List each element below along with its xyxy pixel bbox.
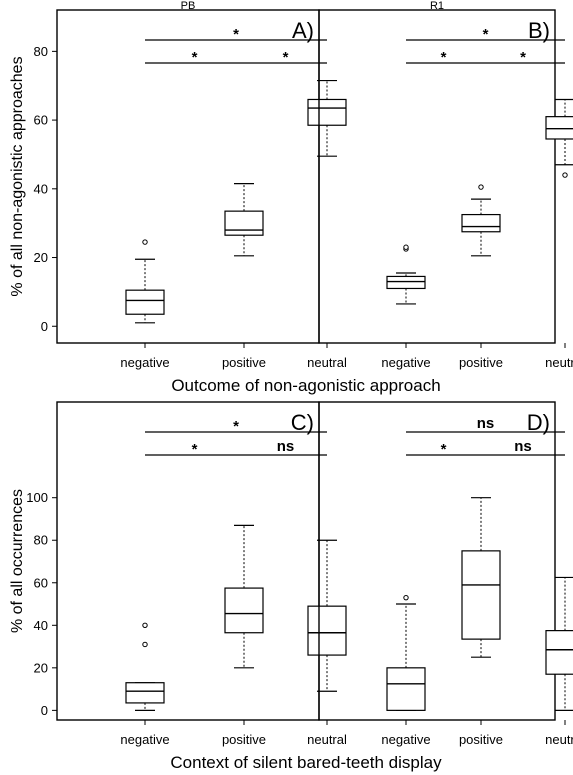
box-negative <box>125 239 165 324</box>
y-tick-label: 0 <box>41 319 48 334</box>
significance-label: * <box>233 418 239 435</box>
x-tick-label: positive <box>459 732 503 747</box>
significance-label: * <box>192 441 198 458</box>
panel-label: B) <box>528 18 550 43</box>
y-axis-label: % of all non-agonistic approaches <box>9 56 26 296</box>
plot-frame <box>318 401 556 721</box>
x-tick-label: negative <box>381 732 430 747</box>
x-axis-label: Outcome of non-agonistic approach <box>171 376 440 395</box>
box-positive <box>224 183 264 257</box>
y-tick-label: 40 <box>34 618 48 633</box>
y-tick-label: 0 <box>41 703 48 718</box>
y-axis-label: % of all occurrences <box>9 489 26 633</box>
box-iqr <box>461 213 501 233</box>
y-tick-label: 60 <box>34 113 48 128</box>
outlier-point <box>142 641 148 648</box>
y-tick-label: 100 <box>26 490 48 505</box>
box-iqr <box>461 550 501 640</box>
y-tick-label: 20 <box>34 250 48 265</box>
x-tick-label: positive <box>222 732 266 747</box>
outlier-point <box>142 622 148 628</box>
panel-label: A) <box>292 18 314 43</box>
box-iqr <box>545 116 573 140</box>
x-tick-label: positive <box>459 355 503 370</box>
significance-label: * <box>233 26 239 43</box>
panel-c: 0 20 40 60 80 100 negative positive neutral * * ns C… <box>9 401 442 772</box>
box-iqr <box>307 98 347 126</box>
panel-d: negative positive neutral ns * ns D) <box>318 401 573 747</box>
box-iqr <box>386 667 426 711</box>
outlier-point <box>403 244 409 250</box>
significance-label: ns <box>477 415 495 432</box>
significance-label: * <box>483 26 489 43</box>
box-negative <box>386 594 426 711</box>
panel-label: D) <box>527 410 550 435</box>
x-tick-label: positive <box>222 355 266 370</box>
box-iqr <box>224 210 264 236</box>
x-tick-label: neutral <box>307 732 347 747</box>
y-tick-label: 40 <box>34 181 48 196</box>
significance-label: ns <box>514 438 532 455</box>
box-negative <box>125 622 165 711</box>
x-tick-label: negative <box>381 355 430 370</box>
box-iqr <box>125 682 165 704</box>
box-neutral <box>307 539 347 692</box>
box-neutral <box>307 79 347 157</box>
significance-label: ns <box>277 438 295 455</box>
outlier-point <box>403 594 409 601</box>
panel-title: R1 <box>430 0 444 12</box>
outlier-point <box>142 239 148 245</box>
box-iqr <box>307 605 347 656</box>
outlier-point <box>478 184 484 190</box>
box-iqr <box>125 289 165 315</box>
significance-label: * <box>283 49 289 66</box>
box-iqr <box>545 630 573 675</box>
plot-frame <box>318 9 556 344</box>
box-neutral <box>545 98 573 178</box>
y-tick-label: 80 <box>34 533 48 548</box>
y-tick-label: 80 <box>34 44 48 59</box>
x-tick-label: neutral <box>545 732 573 747</box>
x-tick-label: neutral <box>307 355 347 370</box>
box-neutral <box>545 576 573 711</box>
y-tick-label: 60 <box>34 575 48 590</box>
box-positive <box>461 497 501 658</box>
significance-label: * <box>520 49 526 66</box>
outlier-point <box>562 172 568 178</box>
box-positive <box>461 184 501 257</box>
panel-title: PB <box>181 0 196 12</box>
plot-frame <box>56 9 320 344</box>
box-iqr <box>386 275 426 290</box>
significance-label: * <box>441 441 447 458</box>
x-tick-label: neutral <box>545 355 573 370</box>
box-iqr <box>224 587 264 634</box>
box-positive <box>224 524 264 669</box>
box-negative <box>386 244 426 305</box>
x-tick-label: negative <box>120 732 169 747</box>
x-axis-label: Context of silent bared-teeth display <box>170 753 442 772</box>
significance-label: * <box>441 49 447 66</box>
x-tick-label: negative <box>120 355 169 370</box>
panel-label: C) <box>291 410 314 435</box>
significance-label: * <box>192 49 198 66</box>
y-tick-label: 20 <box>34 660 48 675</box>
